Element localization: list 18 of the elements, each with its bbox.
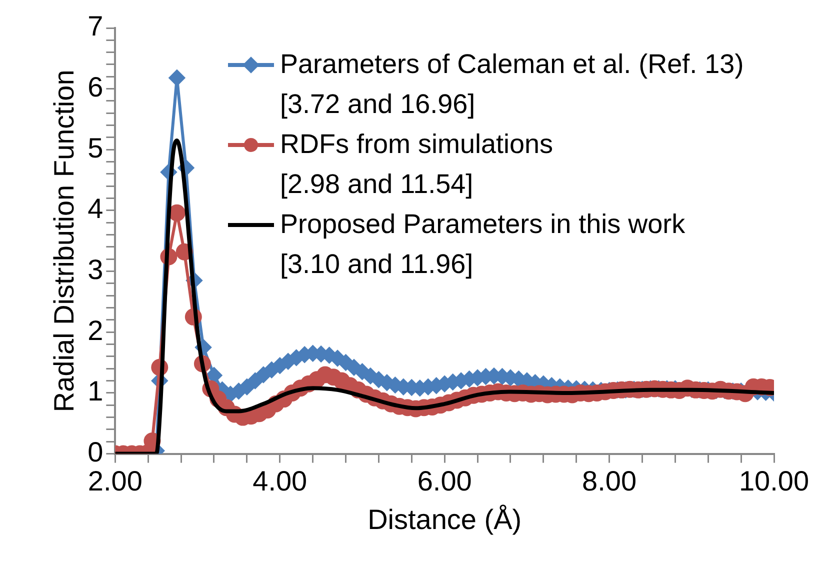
y-tick-label: 1	[88, 376, 104, 407]
y-tick-label: 4	[88, 193, 104, 224]
legend-label: Proposed Parameters in this work [3.10 and 11.96]	[280, 208, 686, 281]
y-tick-label: 7	[88, 10, 104, 42]
x-tick-label: 10.00	[738, 465, 810, 496]
y-tick-label: 5	[88, 132, 104, 164]
y-axis-title: Radial Distribution Function	[48, 70, 80, 412]
x-tick-label: 4.00	[252, 465, 308, 496]
legend-label: RDFs from simulations [2.98 and 11.54]	[280, 128, 554, 201]
x-tick-label: 8.00	[582, 465, 637, 496]
x-tick-label: 2.00	[88, 465, 142, 496]
legend-label: Parameters of Caleman et al. (Ref. 13) [3.72 and 16.96]	[280, 48, 744, 121]
x-axis-title: Distance (Å)	[368, 504, 522, 535]
y-tick-label: 0	[88, 436, 104, 468]
x-tick-label: 6.00	[417, 465, 472, 496]
y-tick-label: 6	[88, 72, 104, 103]
y-tick-label: 3	[88, 254, 104, 286]
y-tick-label: 2	[88, 314, 104, 346]
